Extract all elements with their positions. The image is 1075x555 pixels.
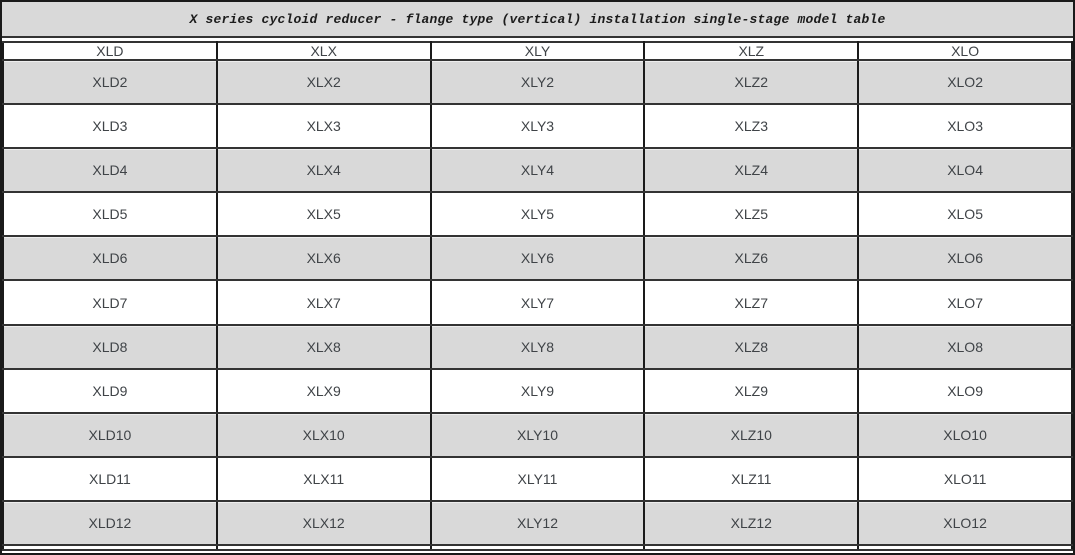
table-row: XLD7 XLX7 XLY7 XLZ7 XLO7 bbox=[2, 279, 1073, 326]
model-cell: XLY8 bbox=[429, 323, 646, 370]
model-cell bbox=[215, 544, 432, 551]
model-table: XLD XLX XLY XLZ XLO XLD2 XLX2 XLY2 XLZ2 XLO2… bbox=[2, 41, 1073, 551]
table-row: XLD4 XLX4 XLY4 XLZ4 XLO4 bbox=[2, 147, 1073, 194]
table-row: XLD12 XLX12 XLY12 XLZ12 XLO12 bbox=[2, 499, 1073, 547]
table-row: XLD9 XLX9 XLY9 XLZ9 XLO9 bbox=[2, 367, 1073, 414]
model-cell: XLX2 bbox=[215, 58, 432, 106]
model-cell: XLD6 bbox=[2, 235, 218, 282]
model-cell: XLD5 bbox=[2, 191, 218, 238]
model-cell: XLX10 bbox=[215, 411, 432, 458]
model-cell bbox=[2, 544, 218, 551]
table-row bbox=[2, 544, 1073, 551]
model-cell: XLD10 bbox=[2, 411, 218, 458]
header-cell-xlz: XLZ bbox=[643, 41, 860, 61]
page-title: X series cycloid reducer - flange type (… bbox=[189, 11, 886, 27]
model-cell: XLD11 bbox=[2, 455, 218, 502]
model-cell: XLD7 bbox=[2, 279, 218, 326]
model-table-head: XLD XLX XLY XLZ XLO bbox=[2, 41, 1073, 61]
model-cell: XLY2 bbox=[429, 58, 646, 106]
model-cell: XLZ2 bbox=[643, 58, 860, 106]
model-cell: XLD9 bbox=[2, 367, 218, 414]
header-cell-xld: XLD bbox=[2, 41, 218, 61]
header-cell-xlx: XLX bbox=[215, 41, 432, 61]
table-row: XLD6 XLX6 XLY6 XLZ6 XLO6 bbox=[2, 235, 1073, 282]
model-cell: XLZ6 bbox=[643, 235, 860, 282]
model-cell bbox=[857, 544, 1073, 551]
model-cell: XLY11 bbox=[429, 455, 646, 502]
model-cell: XLY12 bbox=[429, 499, 646, 547]
model-cell bbox=[429, 544, 646, 551]
header-row: XLD XLX XLY XLZ XLO bbox=[2, 41, 1073, 61]
model-cell bbox=[643, 544, 860, 551]
model-cell: XLO9 bbox=[857, 367, 1073, 414]
title-bar: X series cycloid reducer - flange type (… bbox=[2, 2, 1073, 38]
model-cell: XLO6 bbox=[857, 235, 1073, 282]
model-cell: XLD2 bbox=[2, 58, 218, 106]
model-cell: XLY6 bbox=[429, 235, 646, 282]
model-cell: XLO5 bbox=[857, 191, 1073, 238]
model-cell: XLZ4 bbox=[643, 147, 860, 194]
header-cell-xly: XLY bbox=[429, 41, 646, 61]
model-cell: XLY3 bbox=[429, 103, 646, 150]
model-cell: XLZ7 bbox=[643, 279, 860, 326]
model-cell: XLD8 bbox=[2, 323, 218, 370]
model-cell: XLY5 bbox=[429, 191, 646, 238]
model-cell: XLZ8 bbox=[643, 323, 860, 370]
model-cell: XLO7 bbox=[857, 279, 1073, 326]
table-row: XLD2 XLX2 XLY2 XLZ2 XLO2 bbox=[2, 58, 1073, 106]
model-cell: XLZ9 bbox=[643, 367, 860, 414]
model-cell: XLX11 bbox=[215, 455, 432, 502]
model-cell: XLO8 bbox=[857, 323, 1073, 370]
model-cell: XLD3 bbox=[2, 103, 218, 150]
model-cell: XLZ10 bbox=[643, 411, 860, 458]
table-row: XLD10 XLX10 XLY10 XLZ10 XLO10 bbox=[2, 411, 1073, 458]
model-cell: XLX5 bbox=[215, 191, 432, 238]
model-cell: XLO11 bbox=[857, 455, 1073, 502]
model-cell: XLO2 bbox=[857, 58, 1073, 106]
model-cell: XLD12 bbox=[2, 499, 218, 547]
model-cell: XLX12 bbox=[215, 499, 432, 547]
model-cell: XLZ5 bbox=[643, 191, 860, 238]
model-cell: XLX3 bbox=[215, 103, 432, 150]
table-row: XLD5 XLX5 XLY5 XLZ5 XLO5 bbox=[2, 191, 1073, 238]
model-cell: XLY9 bbox=[429, 367, 646, 414]
model-cell: XLO10 bbox=[857, 411, 1073, 458]
header-cell-xlo: XLO bbox=[857, 41, 1073, 61]
model-cell: XLO12 bbox=[857, 499, 1073, 547]
table-row: XLD8 XLX8 XLY8 XLZ8 XLO8 bbox=[2, 323, 1073, 370]
table-row: XLD3 XLX3 XLY3 XLZ3 XLO3 bbox=[2, 103, 1073, 150]
model-cell: XLO4 bbox=[857, 147, 1073, 194]
model-cell: XLX9 bbox=[215, 367, 432, 414]
model-cell: XLY4 bbox=[429, 147, 646, 194]
model-cell: XLY7 bbox=[429, 279, 646, 326]
model-table-body: XLD2 XLX2 XLY2 XLZ2 XLO2 XLD3 XLX3 XLY3 XLZ3 XLO3… bbox=[2, 58, 1073, 551]
model-cell: XLX4 bbox=[215, 147, 432, 194]
model-cell: XLX7 bbox=[215, 279, 432, 326]
model-cell: XLO3 bbox=[857, 103, 1073, 150]
table-row: XLD11 XLX11 XLY11 XLZ11 XLO11 bbox=[2, 455, 1073, 502]
model-cell: XLZ3 bbox=[643, 103, 860, 150]
model-cell: XLY10 bbox=[429, 411, 646, 458]
model-cell: XLZ11 bbox=[643, 455, 860, 502]
model-cell: XLX8 bbox=[215, 323, 432, 370]
model-cell: XLD4 bbox=[2, 147, 218, 194]
model-cell: XLZ12 bbox=[643, 499, 860, 547]
model-cell: XLX6 bbox=[215, 235, 432, 282]
